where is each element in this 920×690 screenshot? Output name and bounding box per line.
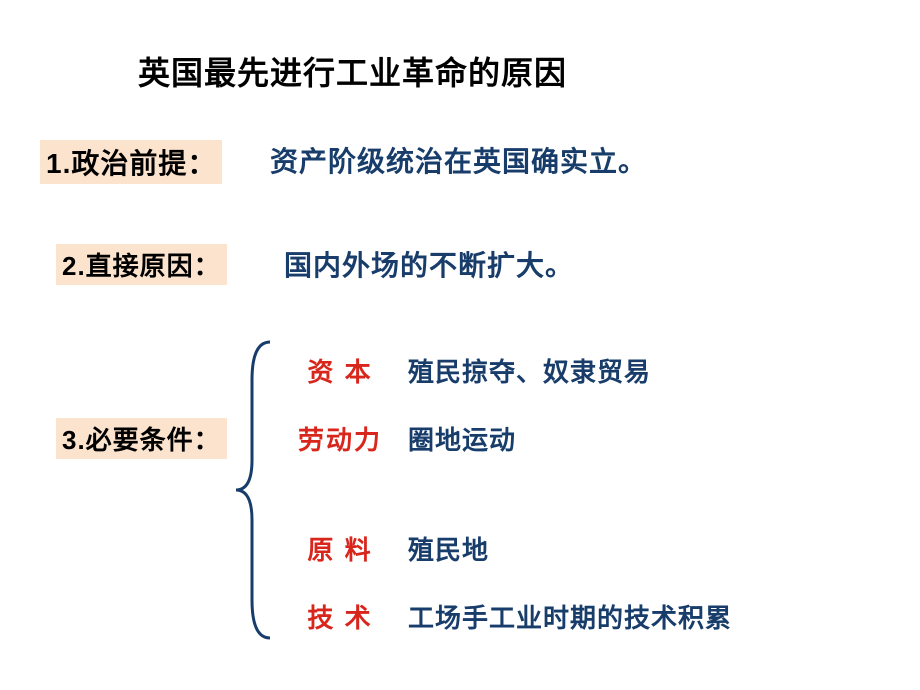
condition-labor: 劳动力 圈地运动 [290,420,516,457]
condition-technology: 技 术 工场手工业时期的技术积累 [290,598,732,635]
condition-capital: 资 本 殖民掠夺、奴隶贸易 [290,352,651,389]
label-political: 1.政治前提： [40,140,222,184]
label-direct-cause: 2.直接原因： [56,244,227,285]
cond-val-technology: 工场手工业时期的技术积累 [408,598,732,635]
condition-material: 原 料 殖民地 [290,530,489,567]
desc-direct-cause: 国内外场的不断扩大。 [284,244,884,284]
label-conditions: 3.必要条件： [56,418,227,459]
brace-icon [230,340,280,640]
cond-val-capital: 殖民掠夺、奴隶贸易 [408,352,651,389]
desc-political: 资产阶级统治在英国确实立。 [270,140,870,180]
row-direct-cause: 2.直接原因： 国内外场的不断扩大。 [56,244,227,285]
cond-key-material: 原 料 [290,530,390,567]
row-conditions-label: 3.必要条件： [56,418,227,459]
cond-val-labor: 圈地运动 [408,420,516,457]
cond-key-technology: 技 术 [290,598,390,635]
row-political: 1.政治前提： 资产阶级统治在英国确实立。 [40,140,222,184]
cond-key-labor: 劳动力 [290,420,390,457]
cond-val-material: 殖民地 [408,530,489,567]
cond-key-capital: 资 本 [290,352,390,389]
page-title: 英国最先进行工业革命的原因 [138,48,567,94]
